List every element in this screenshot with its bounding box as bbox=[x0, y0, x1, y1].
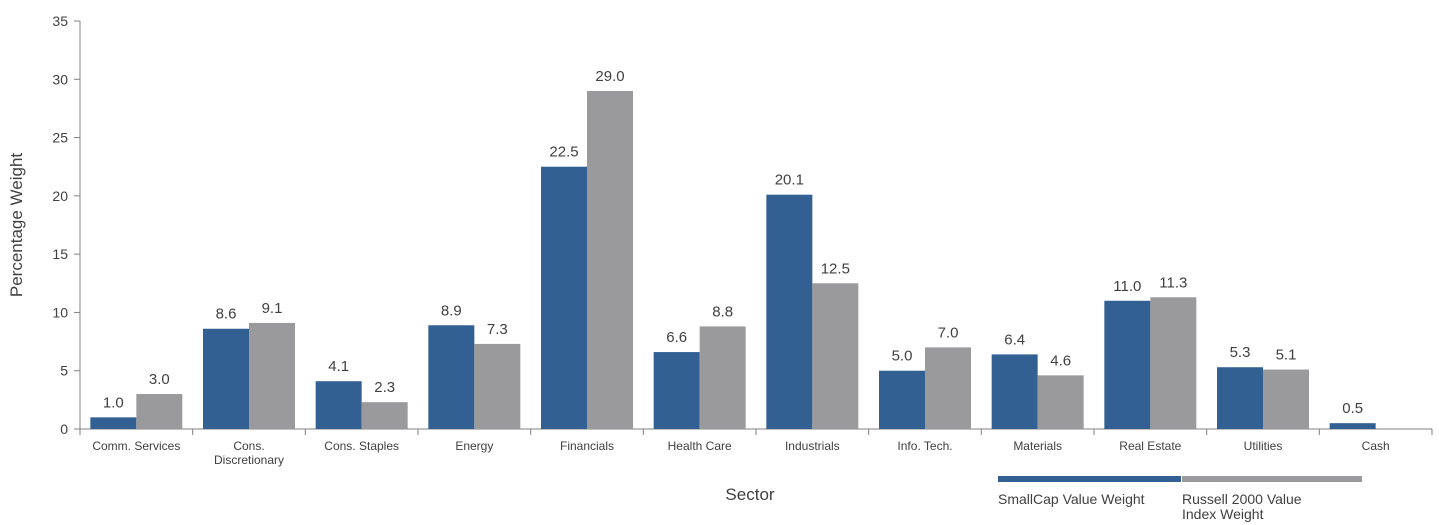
bar-smallcap-3 bbox=[428, 325, 475, 429]
data-label: 6.4 bbox=[1004, 331, 1025, 348]
data-label: 3.0 bbox=[149, 371, 170, 388]
y-tick-label: 35 bbox=[52, 13, 68, 29]
x-category-label: Financials bbox=[560, 439, 614, 453]
data-label: 20.1 bbox=[775, 172, 804, 189]
x-category-label: Materials bbox=[1013, 439, 1062, 453]
y-tick-label: 30 bbox=[52, 71, 68, 87]
data-label: 7.0 bbox=[938, 324, 959, 341]
data-label: 12.5 bbox=[821, 260, 850, 277]
bar-smallcap-9 bbox=[1104, 300, 1151, 429]
legend-swatch-smallcap bbox=[998, 476, 1181, 482]
bar-smallcap-4 bbox=[541, 166, 587, 429]
y-tick-label: 10 bbox=[52, 304, 68, 320]
y-tick-label: 0 bbox=[60, 421, 68, 437]
bar-russell-9 bbox=[1150, 297, 1197, 429]
bar-russell-8 bbox=[1037, 375, 1084, 429]
bar-russell-4 bbox=[587, 90, 633, 429]
bar-smallcap-10 bbox=[1217, 367, 1263, 429]
bar-russell-2 bbox=[361, 402, 408, 429]
x-category-label: Cons. Staples bbox=[324, 439, 399, 453]
data-label: 9.1 bbox=[262, 300, 283, 317]
bar-russell-0 bbox=[136, 394, 183, 429]
data-label: 2.3 bbox=[374, 379, 395, 396]
x-category-label: Discretionary bbox=[214, 453, 284, 467]
bar-smallcap-1 bbox=[203, 328, 249, 429]
bar-smallcap-0 bbox=[90, 417, 137, 429]
bar-smallcap-5 bbox=[653, 352, 700, 429]
x-category-label: Real Estate bbox=[1119, 439, 1181, 453]
x-category-label: Info. Tech. bbox=[897, 439, 952, 453]
y-tick-label: 25 bbox=[52, 130, 68, 146]
data-label: 5.1 bbox=[1276, 347, 1297, 364]
x-axis-title: Sector bbox=[725, 485, 774, 504]
bar-smallcap-11 bbox=[1329, 423, 1376, 429]
bar-russell-7 bbox=[925, 347, 971, 429]
y-tick-label: 15 bbox=[52, 246, 68, 262]
bar-smallcap-2 bbox=[315, 381, 362, 429]
x-category-label: Utilities bbox=[1244, 439, 1283, 453]
x-category-label: Cash bbox=[1362, 439, 1390, 453]
bar-smallcap-7 bbox=[879, 370, 925, 429]
bar-russell-3 bbox=[474, 343, 521, 429]
data-label: 6.6 bbox=[666, 329, 687, 346]
bar-smallcap-6 bbox=[766, 194, 813, 429]
data-label: 22.5 bbox=[549, 144, 578, 161]
bar-russell-1 bbox=[249, 322, 295, 429]
data-label: 8.8 bbox=[712, 303, 733, 320]
y-tick-label: 20 bbox=[52, 188, 68, 204]
bar-russell-6 bbox=[812, 283, 859, 429]
data-label: 29.0 bbox=[595, 68, 624, 85]
legend-swatch-russell bbox=[1182, 476, 1362, 482]
data-label: 8.6 bbox=[216, 306, 237, 323]
data-label: 5.0 bbox=[892, 348, 913, 365]
legend-label: Russell 2000 Value bbox=[1182, 491, 1302, 507]
x-category-label: Industrials bbox=[785, 439, 840, 453]
x-category-label: Comm. Services bbox=[92, 439, 180, 453]
bar-smallcap-8 bbox=[991, 354, 1038, 429]
data-label: 4.1 bbox=[328, 358, 349, 375]
y-axis-title: Percentage Weight bbox=[7, 153, 26, 298]
bar-russell-5 bbox=[699, 326, 746, 429]
data-label: 4.6 bbox=[1050, 352, 1071, 369]
y-tick-label: 5 bbox=[60, 363, 68, 379]
data-label: 5.3 bbox=[1230, 344, 1251, 361]
data-label: 11.0 bbox=[1113, 278, 1141, 295]
data-label: 1.0 bbox=[103, 394, 124, 411]
data-label: 11.3 bbox=[1159, 274, 1187, 291]
bar-russell-10 bbox=[1263, 369, 1309, 429]
x-category-label: Health Care bbox=[668, 439, 732, 453]
legend-label: Index Weight bbox=[1182, 506, 1264, 522]
x-category-label: Cons. bbox=[233, 439, 264, 453]
legend-label: SmallCap Value Weight bbox=[998, 491, 1145, 507]
data-label: 7.3 bbox=[487, 321, 508, 338]
x-category-label: Energy bbox=[455, 439, 493, 453]
data-label: 8.9 bbox=[441, 302, 462, 319]
data-label: 0.5 bbox=[1342, 400, 1363, 417]
